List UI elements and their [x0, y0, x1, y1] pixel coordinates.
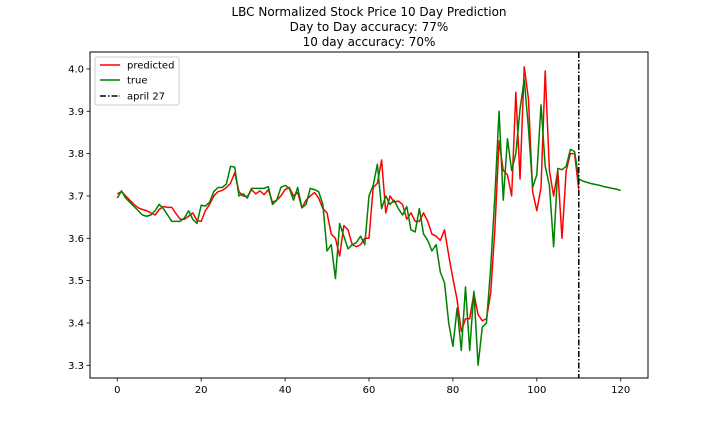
x-tick-label: 20: [195, 385, 208, 396]
series-line-predicted: [116, 66, 580, 333]
legend-label-predicted: predicted: [127, 61, 174, 72]
y-tick-label: 3.3: [68, 361, 84, 372]
y-tick-label: 3.5: [68, 276, 84, 287]
series-line-true: [116, 78, 621, 367]
series-layer: [116, 66, 621, 367]
x-axis: 0 20 40 60 80 100 120: [114, 378, 630, 396]
legend-label-true: true: [127, 76, 148, 87]
chart-title-block: LBC Normalized Stock Price 10 Day Predic…: [90, 5, 648, 50]
y-tick-label: 4.0: [68, 64, 84, 75]
y-tick-label: 3.7: [68, 191, 84, 202]
x-tick-label: 40: [279, 385, 292, 396]
x-tick-label: 60: [363, 385, 376, 396]
legend: predicted true april 27: [94, 56, 180, 106]
chart-subtitle-line-1: Day to Day accuracy: 77%: [289, 20, 449, 34]
x-tick-label: 80: [447, 385, 460, 396]
legend-label-vline: april 27: [127, 92, 165, 103]
x-tick-label: 0: [114, 385, 120, 396]
x-tick-label: 120: [611, 385, 630, 396]
y-tick-label: 3.8: [68, 149, 84, 160]
y-axis: 3.3 3.4 3.5 3.6 3.7 3.8 3.9 4.0: [68, 64, 90, 372]
y-tick-label: 3.6: [68, 234, 84, 245]
y-tick-label: 3.9: [68, 107, 84, 118]
y-tick-label: 3.4: [68, 318, 84, 329]
chart-title: LBC Normalized Stock Price 10 Day Predic…: [231, 5, 507, 19]
x-tick-label: 100: [527, 385, 546, 396]
chart-subtitle-line-2: 10 day accuracy: 70%: [302, 35, 436, 49]
legend-box: [94, 56, 180, 106]
